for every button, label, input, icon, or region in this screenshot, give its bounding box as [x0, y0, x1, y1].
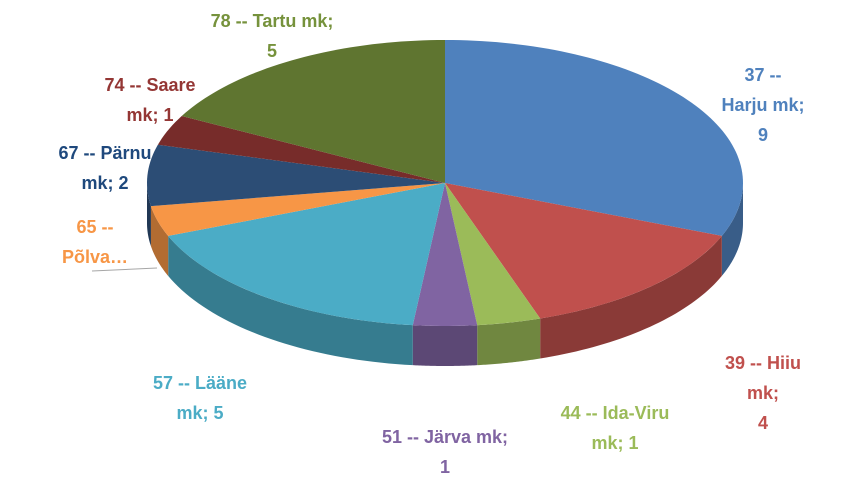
slice [445, 40, 743, 236]
data-label: 57 -- Lääne mk; 5 [152, 373, 248, 423]
data-label: 67 -- Pärnu mk; 2 [58, 143, 152, 193]
data-label: 78 -- Tartu mk; 5 [210, 11, 334, 61]
data-label: 39 -- Hiiu mk; 4 [724, 353, 801, 433]
slice-side [147, 183, 151, 247]
slice [157, 116, 445, 183]
slice [147, 144, 445, 207]
data-label: 44 -- Ida-Viru mk; 1 [560, 403, 670, 453]
slice [150, 183, 445, 236]
slice [445, 183, 541, 326]
data-label: 74 -- Saare mk; 1 [104, 75, 196, 125]
slice-side [150, 206, 169, 276]
slice-side [412, 325, 478, 366]
data-label: 37 -- Harju mk; 9 [721, 65, 805, 145]
data-label: 65 -- Põlva… [61, 217, 129, 267]
slice-side [540, 235, 722, 359]
slice [181, 40, 445, 183]
slice [445, 183, 722, 319]
slice-side [168, 235, 413, 366]
slice-side [721, 183, 743, 276]
slice-side [477, 318, 541, 366]
leader-line [91, 267, 158, 272]
slice [412, 183, 478, 326]
data-label: 51 -- Järva mk; 1 [381, 427, 509, 477]
slice [168, 183, 446, 326]
